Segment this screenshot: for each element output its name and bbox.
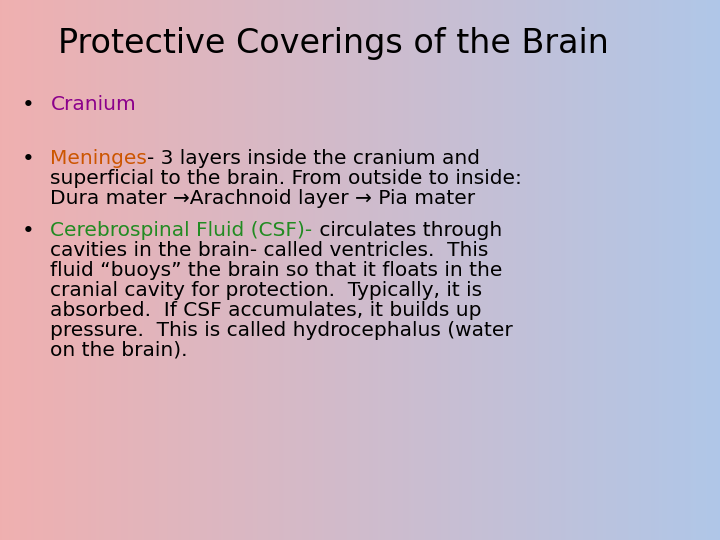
- Text: superficial to the brain. From outside to inside:: superficial to the brain. From outside t…: [50, 168, 522, 187]
- Text: Protective Coverings of the Brain: Protective Coverings of the Brain: [58, 27, 608, 60]
- Text: circulates through: circulates through: [312, 220, 502, 240]
- Text: on the brain).: on the brain).: [50, 341, 188, 360]
- Text: - 3 layers inside the cranium and: - 3 layers inside the cranium and: [148, 148, 480, 167]
- Text: •: •: [22, 148, 35, 168]
- Text: Cranium: Cranium: [50, 94, 136, 113]
- Text: absorbed.  If CSF accumulates, it builds up: absorbed. If CSF accumulates, it builds …: [50, 301, 482, 320]
- Text: cavities in the brain- called ventricles.  This: cavities in the brain- called ventricles…: [50, 240, 489, 260]
- Text: cranial cavity for protection.  Typically, it is: cranial cavity for protection. Typically…: [50, 281, 482, 300]
- Text: fluid “buoys” the brain so that it floats in the: fluid “buoys” the brain so that it float…: [50, 261, 503, 280]
- Text: Cerebrospinal Fluid (CSF)-: Cerebrospinal Fluid (CSF)-: [50, 220, 312, 240]
- Text: •: •: [22, 94, 35, 114]
- Text: pressure.  This is called hydrocephalus (water: pressure. This is called hydrocephalus (…: [50, 321, 513, 340]
- Text: •: •: [22, 220, 35, 240]
- Text: Meninges: Meninges: [50, 148, 148, 167]
- Text: Dura mater →Arachnoid layer → Pia mater: Dura mater →Arachnoid layer → Pia mater: [50, 188, 475, 207]
